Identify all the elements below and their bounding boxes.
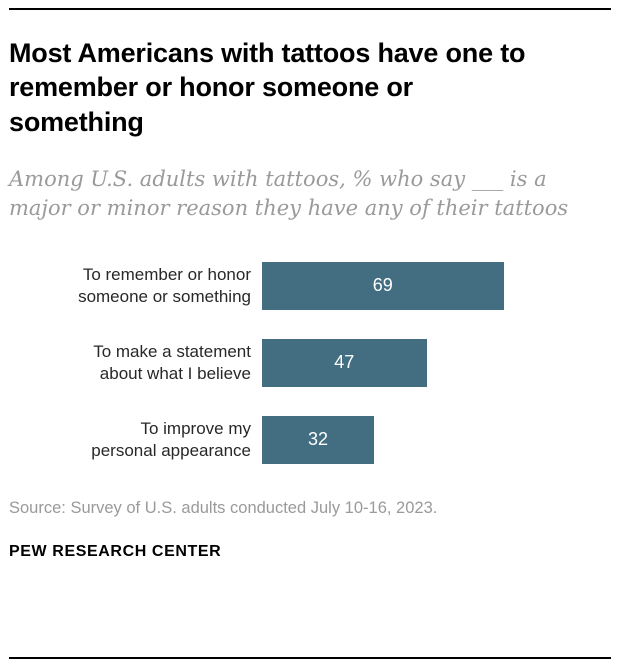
bar-label: To remember or honor someone or somethin… (78, 265, 251, 306)
bar-row: To make a statement about what I believe… (9, 338, 611, 387)
bar: 47 (262, 338, 427, 387)
bar-value-label: 32 (307, 429, 329, 450)
bar-chart: To remember or honor someone or somethin… (9, 261, 611, 464)
bottom-divider (9, 657, 611, 659)
brand-footer: PEW RESEARCH CENTER (9, 543, 222, 561)
bar-row: To remember or honor someone or somethin… (9, 261, 611, 310)
chart-title: Most Americans with tattoos have one to … (9, 38, 526, 137)
bar-row: To improve my personal appearance 32 (9, 415, 611, 464)
bar-label: To improve my personal appearance (91, 419, 251, 460)
bar-value-label: 47 (334, 352, 355, 373)
chart-subtitle: Among U.S. adults with tattoos, % who sa… (9, 166, 569, 221)
bar-value-label: 69 (372, 275, 393, 296)
source-note: Source: Survey of U.S. adults conducted … (9, 498, 438, 517)
bar: 69 (262, 261, 504, 310)
top-divider (9, 8, 611, 10)
bar-label: To make a statement about what I believe (93, 342, 251, 383)
bar: 32 (262, 415, 374, 464)
